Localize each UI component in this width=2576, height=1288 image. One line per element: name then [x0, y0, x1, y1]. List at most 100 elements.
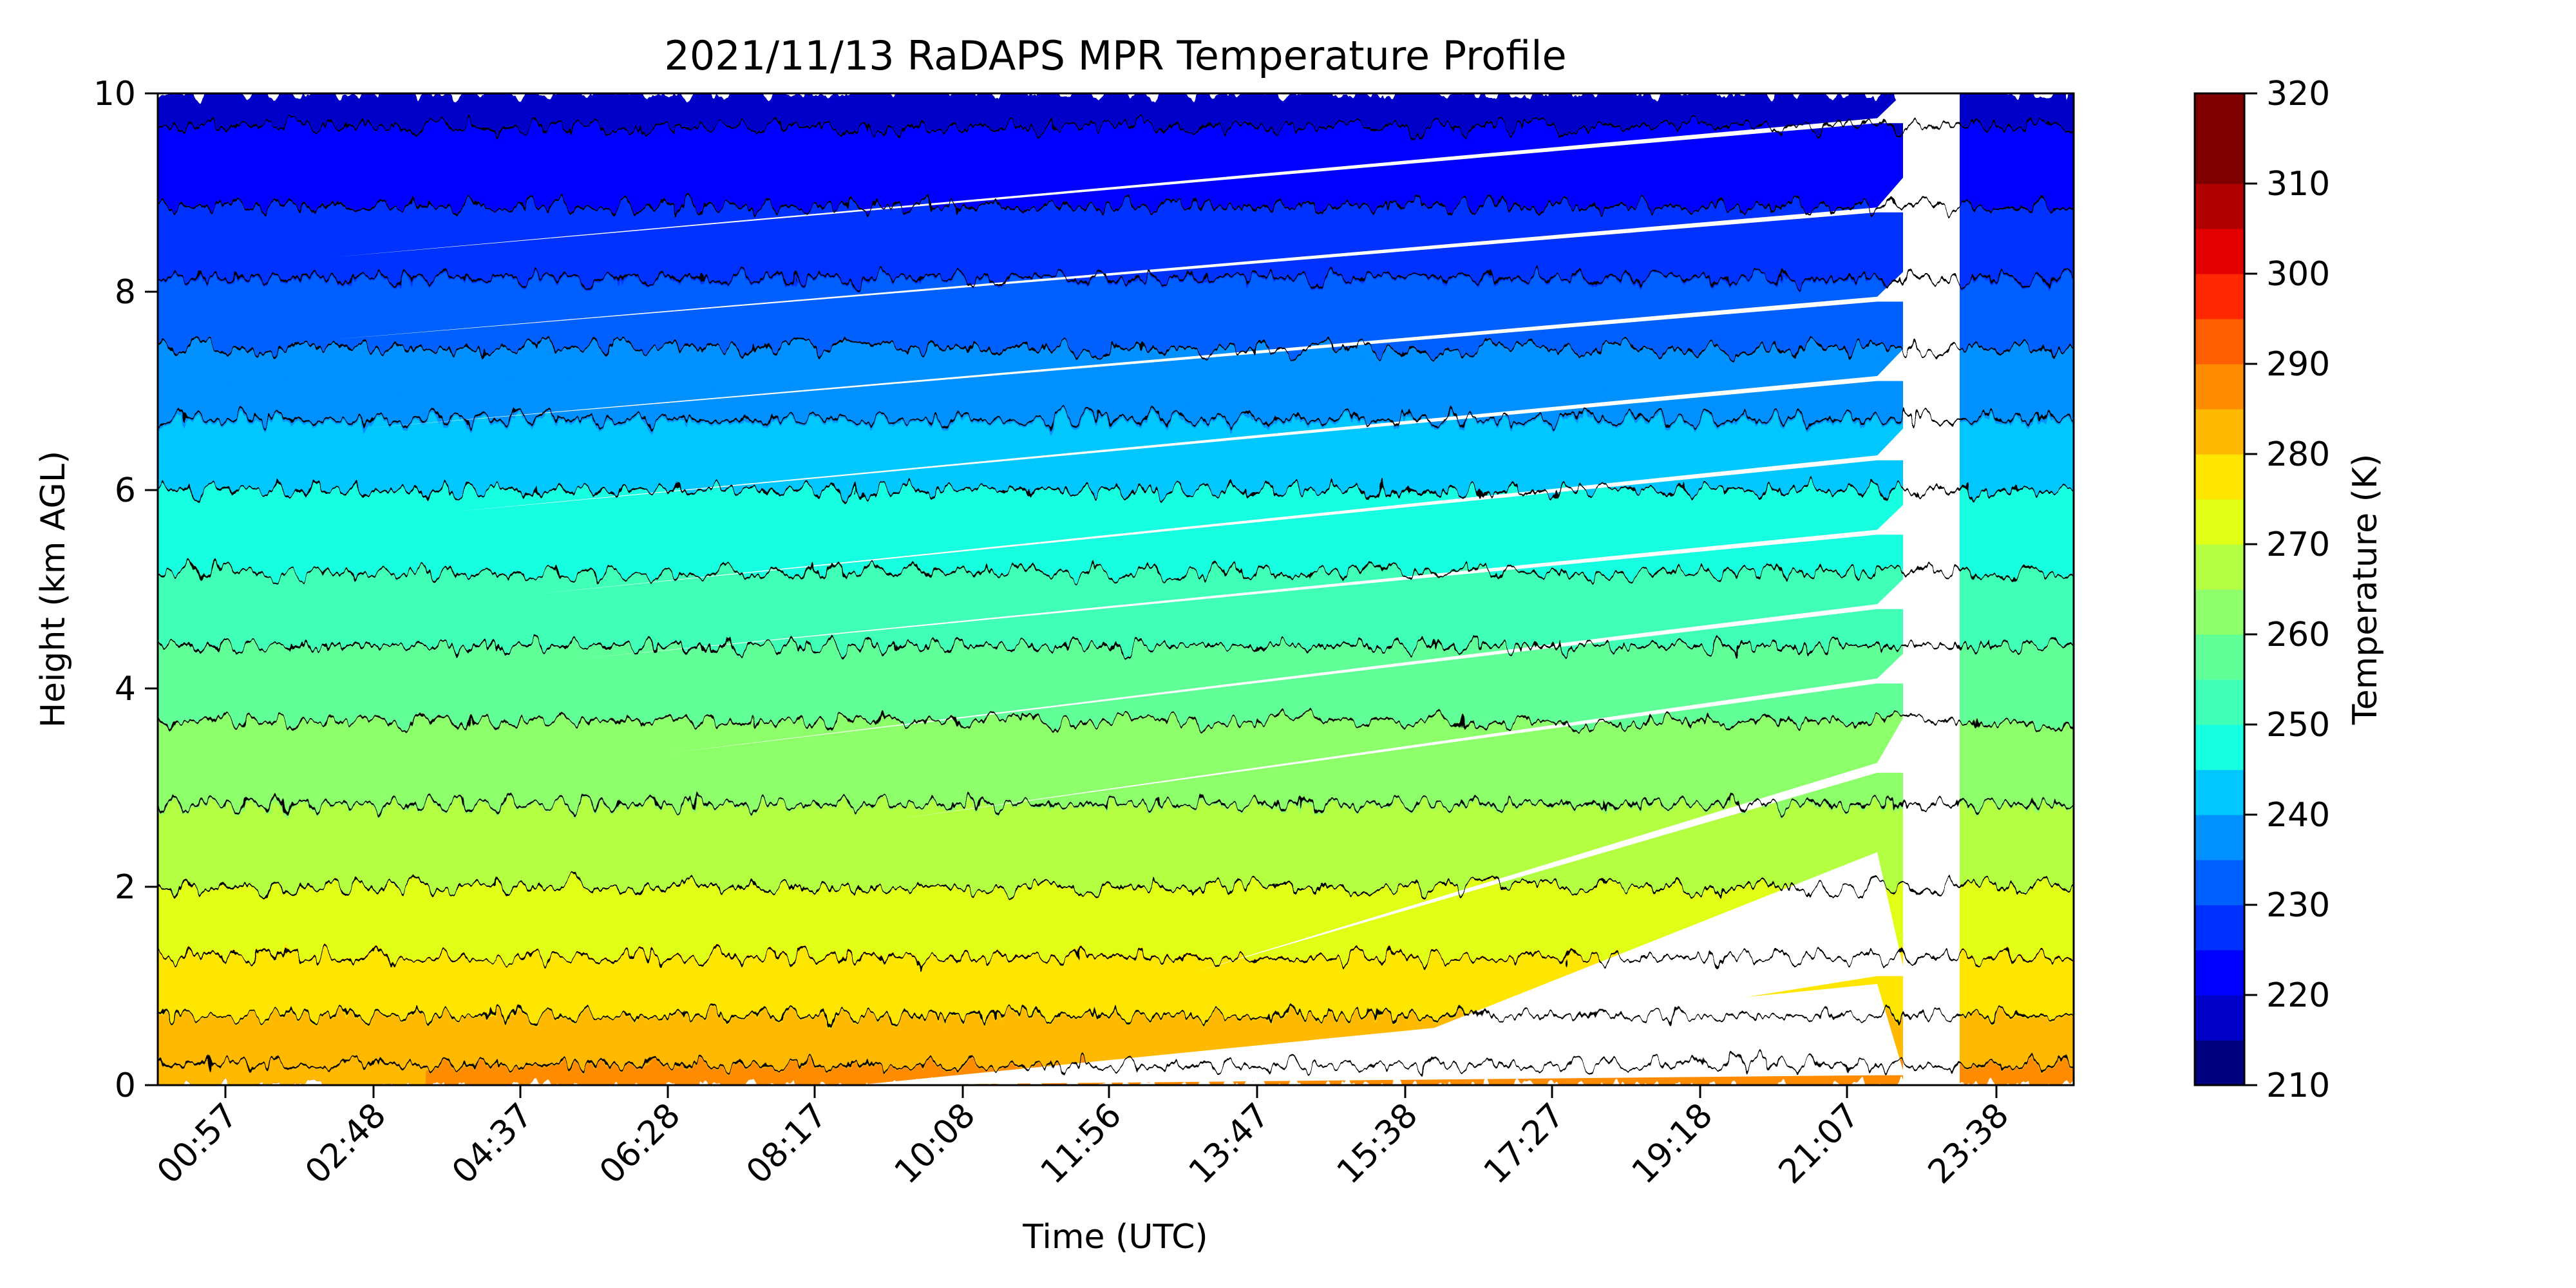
temperature-band [158, 1053, 2074, 1061]
temperature-band [158, 743, 2074, 752]
temperature-band [158, 266, 2074, 274]
temperature-band [158, 192, 2074, 200]
temperature-band [158, 818, 2074, 826]
temperature-band [158, 322, 2074, 330]
temperature-band [158, 861, 2074, 869]
temperature-band [158, 688, 2074, 696]
temperature-band [158, 594, 2074, 603]
temperature-band [158, 539, 2074, 547]
temperature-band [158, 377, 2074, 386]
temperature-band [158, 173, 2074, 181]
temperature-band [158, 960, 2074, 969]
temperature-band [158, 384, 2074, 392]
temperature-band [158, 991, 2074, 999]
data-gap-wedge [857, 983, 1903, 1085]
colorbar-tick-label: 230 [2266, 886, 2330, 925]
temperature-band [158, 787, 2074, 795]
temperature-band [158, 408, 2074, 417]
temperature-band [158, 136, 2074, 144]
temperature-band [158, 867, 2074, 875]
colorbar-frame [2193, 92, 2246, 1086]
x-axis-label: Time (UTC) [1022, 1218, 1208, 1256]
temperature-band [158, 644, 2074, 652]
colorbar-segment [2195, 589, 2244, 635]
temperature-band [158, 260, 2074, 268]
temperature-band [158, 737, 2074, 745]
temperature-band [158, 427, 2074, 435]
colorbar-segment [2195, 724, 2244, 770]
plot-frame [156, 92, 2075, 1086]
colorbar-segment [2195, 93, 2244, 139]
temperature-band [158, 223, 2074, 231]
temperature-band [158, 297, 2074, 305]
temperature-band [158, 731, 2074, 739]
temperature-band [158, 576, 2074, 584]
temperature-band [158, 507, 2074, 516]
temperature-band [158, 477, 2074, 485]
temperature-band [158, 880, 2074, 887]
y-tick-label: 0 [115, 1066, 136, 1105]
colorbar-segment [2195, 454, 2244, 500]
warm-core-region [158, 1028, 430, 1085]
x-tick-label: 08:17 [739, 1096, 835, 1191]
temperature-band [158, 520, 2074, 528]
temperature-band [158, 694, 2074, 702]
temperature-band [158, 285, 2074, 292]
temperature-band [158, 93, 2074, 100]
temperature-band [158, 830, 2074, 838]
data-gap-column [1903, 93, 1960, 1085]
temperature-band [158, 805, 2074, 813]
temperature-band [158, 421, 2074, 429]
temperature-band [158, 99, 2074, 107]
temperature-band [158, 464, 2074, 473]
colorbar-segment [2195, 138, 2244, 184]
data-gap-wedge [1352, 852, 1903, 1061]
colorbar-segment [2195, 860, 2244, 905]
temperature-band [158, 898, 2074, 906]
temperature-band [158, 929, 2074, 937]
temperature-band [158, 1022, 2074, 1030]
temperature-band [158, 198, 2074, 206]
temperature-band [158, 837, 2074, 844]
temperature-band [158, 341, 2074, 348]
temperature-band [158, 557, 2074, 565]
temperature-band [158, 353, 2074, 361]
temperature-band [158, 142, 2074, 150]
y-tick-label: 4 [115, 670, 136, 708]
temperature-band [158, 483, 2074, 491]
temperature-band [158, 1016, 2074, 1024]
colorbar-segment [2195, 184, 2244, 229]
temperature-band [158, 638, 2074, 646]
x-tick-label: 02:48 [298, 1096, 393, 1191]
chart-title: 2021/11/13 RaDAPS MPR Temperature Profil… [664, 32, 1566, 79]
y-axis-label: Height (km AGL) [34, 451, 73, 728]
temperature-band [158, 1047, 2074, 1055]
temperature-band [158, 811, 2074, 820]
temperature-band [158, 762, 2074, 770]
temperature-band [158, 452, 2074, 460]
colorbar-tick-label: 320 [2266, 75, 2330, 113]
temperature-band [158, 985, 2074, 993]
colorbar: 210 220 230 240 250 260 270 280 290 300 310 320 [2193, 75, 2330, 1105]
colorbar-segment [2195, 950, 2244, 996]
temperature-band [158, 755, 2074, 764]
temperature-band [158, 669, 2074, 677]
temperature-band [158, 967, 2074, 974]
temperature-band [158, 365, 2074, 374]
temperature-band [158, 117, 2074, 126]
temperature-band [158, 440, 2074, 448]
temperature-band [158, 607, 2074, 615]
colorbar-tick-label: 220 [2266, 976, 2330, 1015]
temperature-band [158, 781, 2074, 788]
temperature-band [158, 936, 2074, 943]
x-tick-label: 00:57 [150, 1096, 245, 1191]
temperature-band [158, 948, 2074, 956]
temperature-band [158, 942, 2074, 950]
temperature-band [158, 235, 2074, 243]
colorbar-segment [2195, 499, 2244, 545]
temperature-band [158, 675, 2074, 683]
temperature-band [158, 1041, 2074, 1049]
colorbar-tick-label: 290 [2266, 345, 2330, 384]
colorbar-tick-label: 310 [2266, 165, 2330, 204]
x-tick-label: 21:07 [1772, 1096, 1867, 1191]
